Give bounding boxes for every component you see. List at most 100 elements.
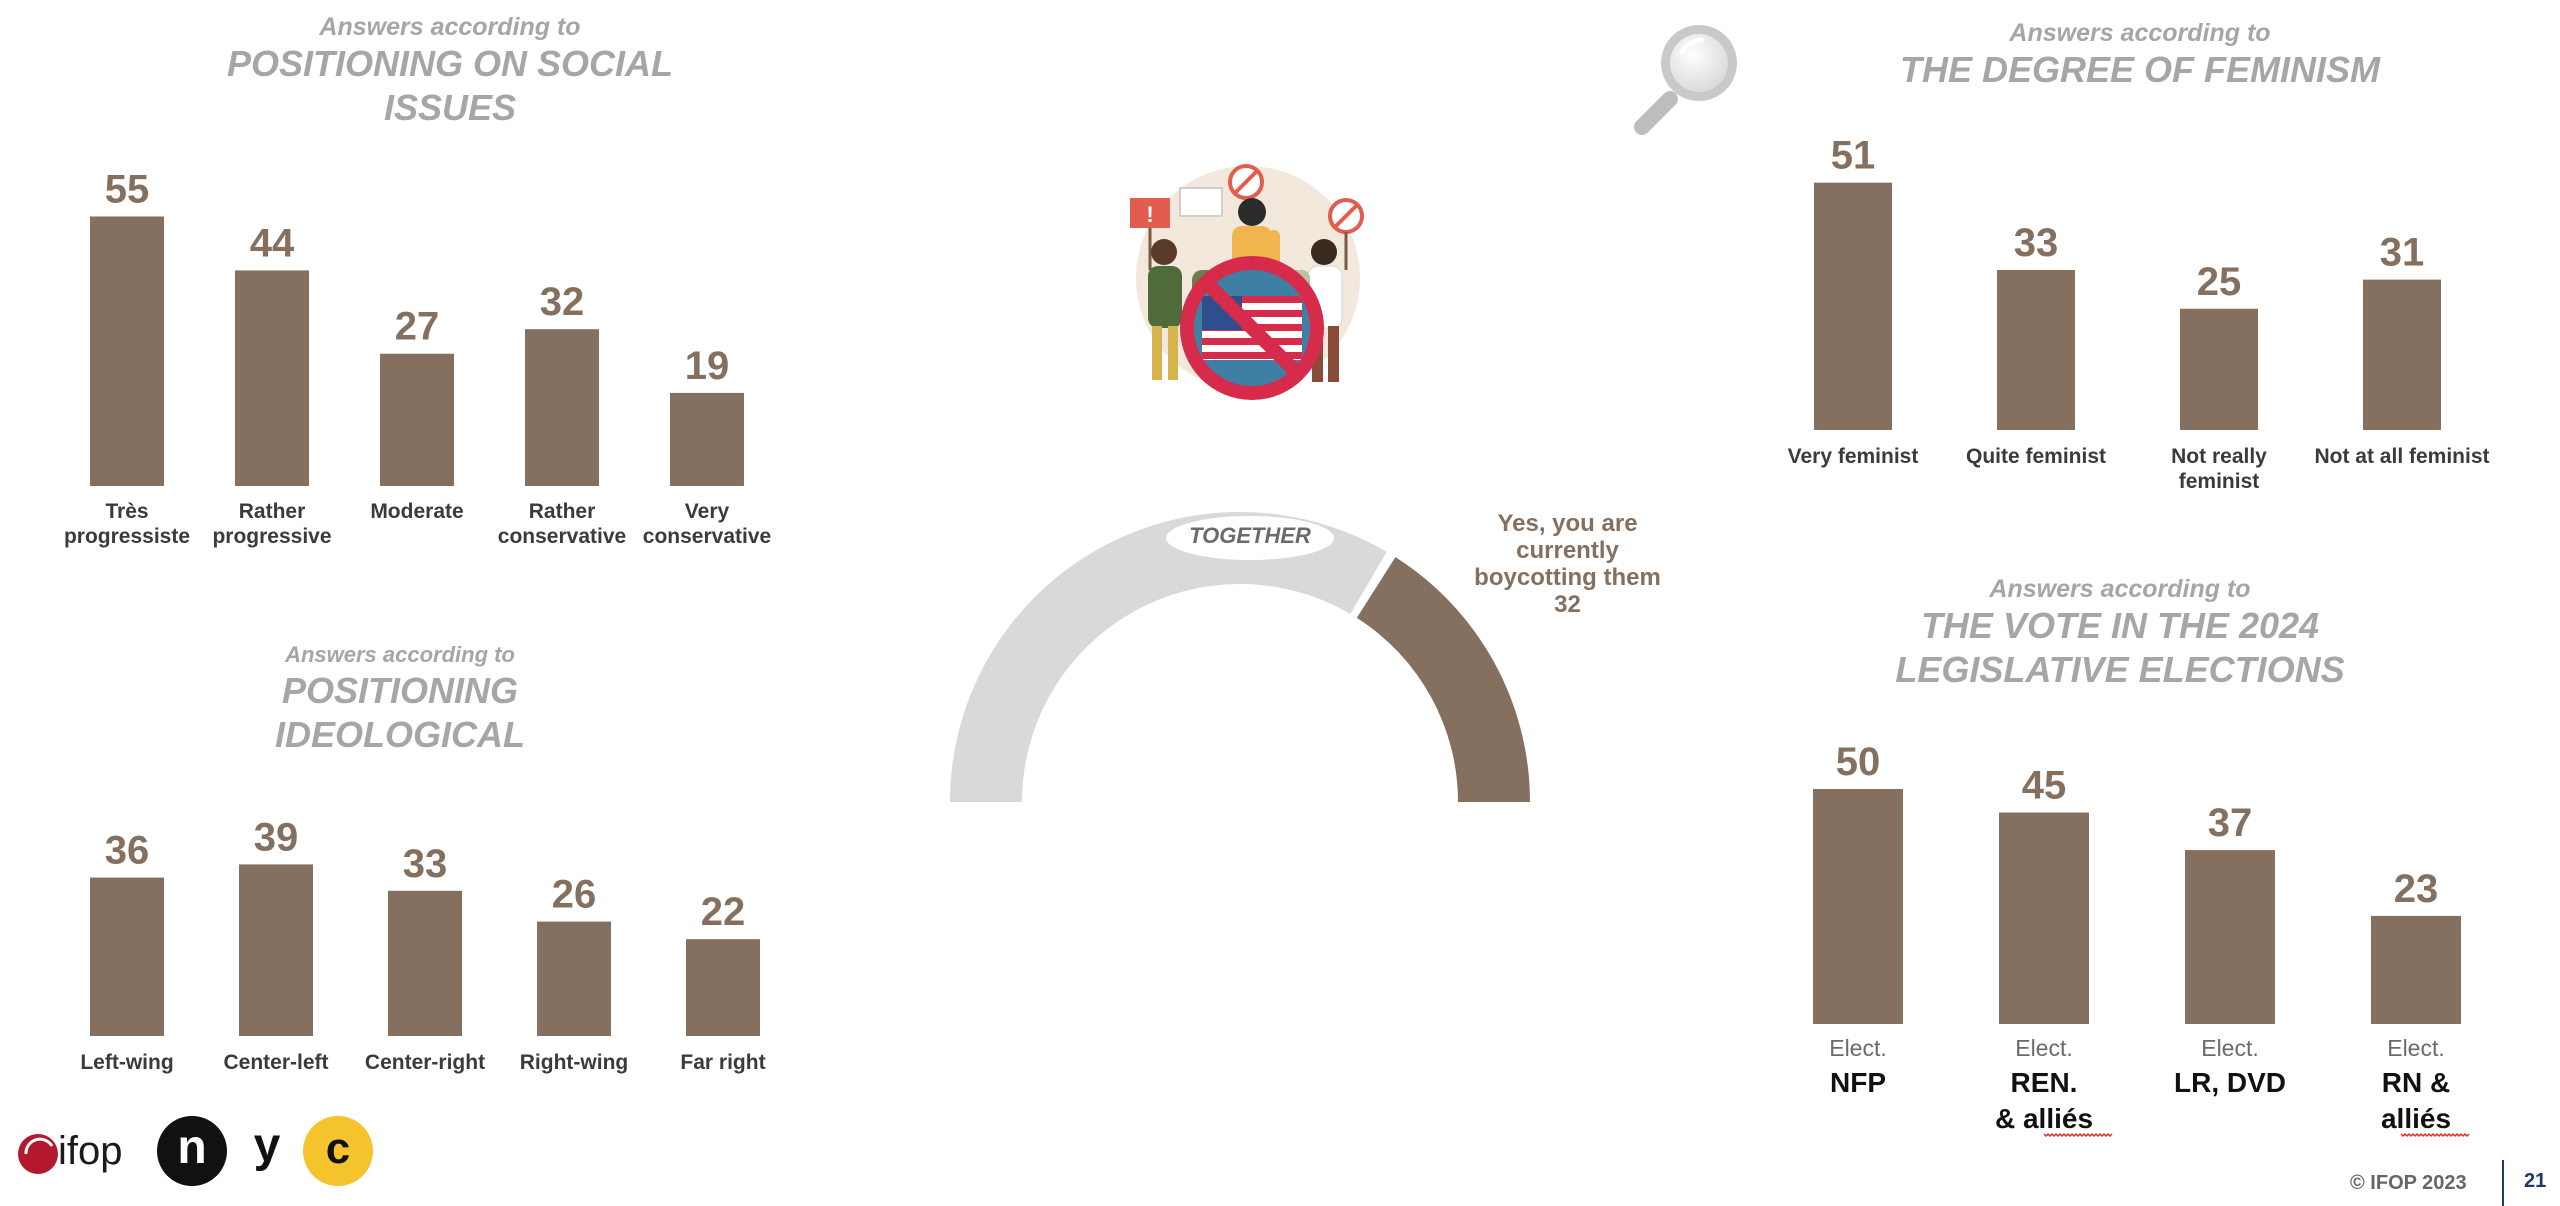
together-pill (1166, 516, 1334, 560)
social-caption-title-line2: ISSUES (383, 87, 517, 128)
vote-caption-title-line2: LEGISLATIVE ELECTIONS (1895, 649, 2345, 690)
ifop-logo-text: ifop (58, 1129, 123, 1173)
feminism-bar-3 (2363, 279, 2441, 430)
vote-value-label-3: 23 (2394, 867, 2439, 911)
y-logo: y (232, 1116, 302, 1186)
vote-category-main-1-1: & alliés (1995, 1103, 2093, 1134)
ideological-category-label-2-0: Center-right (365, 1051, 485, 1074)
ideological-caption-sub: Answers according to (285, 642, 515, 667)
page-number: 21 (2524, 1170, 2547, 1192)
footer-divider (2502, 1160, 2504, 1206)
ideological-caption-title-line2: IDEOLOGICAL (275, 714, 525, 755)
ideological-bar-chart: 36 Left-wing 39 Center-left 33 Center-right 26… (80, 815, 765, 1074)
ideological-caption: Answers according to POSITIONING IDEOLOG… (150, 641, 650, 757)
vote-category-main-3-0: RN & (2382, 1067, 2450, 1098)
social-caption-title-line1: POSITIONING ON SOCIAL (226, 43, 674, 84)
ideological-value-label-4: 22 (701, 890, 746, 934)
ifop-logo: ifop (18, 1129, 123, 1174)
c-logo-text: c (325, 1124, 351, 1173)
gauge-value-arc (1356, 557, 1530, 802)
feminism-bar-0 (1814, 182, 1892, 430)
ideological-bar-3 (537, 921, 611, 1036)
vote-category-sub-0: Elect. (1829, 1035, 1887, 1061)
n-logo-text: n (177, 1121, 207, 1174)
ideological-category-label-0-0: Left-wing (80, 1051, 173, 1074)
social-caption-sub: Answers according to (319, 13, 581, 41)
social-category-label-4-1: conservative (643, 525, 771, 548)
social-value-label-1: 44 (250, 221, 295, 265)
ideological-bar-0 (90, 877, 164, 1036)
ideological-bar-1 (239, 864, 313, 1036)
vote-bar-2 (2185, 850, 2275, 1024)
social-value-label-0: 55 (105, 168, 150, 212)
vote-value-label-1: 45 (2022, 764, 2067, 808)
ideological-value-label-0: 36 (105, 829, 150, 873)
social-bar-4 (670, 392, 744, 486)
social-category-label-1-1: progressive (212, 525, 331, 548)
vote-category-main-2-0: LR, DVD (2174, 1067, 2286, 1098)
vote-bar-0 (1813, 789, 1903, 1024)
spellcheck-underline (2400, 1132, 2470, 1138)
vote-category-main-0-0: NFP (1830, 1067, 1886, 1098)
social-value-label-4: 19 (685, 344, 730, 388)
gauge-track (950, 511, 1387, 802)
ideological-value-label-3: 26 (552, 873, 597, 917)
feminism-value-label-2: 25 (2197, 260, 2242, 304)
feminism-category-label-2-1: feminist (2179, 470, 2260, 493)
boycott-callout: Yes, you are currently boycotting them 3… (1450, 510, 1685, 618)
vote-category-sub-2: Elect. (2201, 1035, 2259, 1061)
feminism-bar-2 (2180, 308, 2258, 430)
feminism-value-label-1: 33 (2014, 221, 2059, 265)
callout-value: 32 (1554, 591, 1581, 618)
feminism-category-label-1-0: Quite feminist (1966, 445, 2106, 468)
feminism-value-label-0: 51 (1831, 134, 1876, 178)
callout-line-3: boycotting them (1474, 564, 1661, 591)
ideological-category-label-1-0: Center-left (223, 1051, 328, 1074)
social-category-label-1-0: Rather (239, 500, 306, 523)
vote-caption-sub: Answers according to (1989, 575, 2251, 603)
spellcheck-underline (2043, 1132, 2113, 1138)
social-bar-0 (90, 216, 164, 486)
feminism-caption-sub: Answers according to (2009, 19, 2271, 47)
social-category-label-3-1: conservative (498, 525, 626, 548)
n-logo: n (157, 1116, 227, 1186)
ideological-category-label-3-0: Right-wing (520, 1051, 628, 1074)
feminism-caption-title-line1: THE DEGREE OF FEMINISM (1899, 49, 2381, 90)
protest-boycott-usa-illustration: ! (1130, 164, 1364, 400)
ideological-value-label-1: 39 (254, 815, 299, 859)
vote-category-sub-3: Elect. (2387, 1035, 2445, 1061)
ideological-category-label-4-0: Far right (680, 1051, 765, 1074)
social-issues-bar-chart: 55Trèsprogressiste44Ratherprogressive27M… (64, 168, 771, 549)
vote-value-label-0: 50 (1836, 740, 1881, 784)
feminism-category-label-0-0: Very feminist (1788, 445, 1919, 468)
magnifier-icon (1634, 25, 1737, 135)
vote-caption: Answers according to THE VOTE IN THE 202… (1760, 574, 2480, 692)
feminism-category-label-2-0: Not really (2171, 445, 2267, 468)
ideological-bar-2 (388, 890, 462, 1036)
ideological-value-label-2: 33 (403, 842, 448, 886)
vote-bar-1 (1999, 812, 2089, 1024)
social-bar-1 (235, 270, 309, 486)
copyright: © IFOP 2023 (2350, 1172, 2467, 1194)
ideological-bar-4 (686, 939, 760, 1036)
social-category-label-3-0: Rather (529, 500, 596, 523)
feminism-category-label-3-0: Not at all feminist (2314, 445, 2489, 468)
vote-caption-title-line1: THE VOTE IN THE 2024 (1920, 605, 2320, 646)
social-value-label-2: 27 (395, 305, 440, 349)
vote-category-sub-1: Elect. (2015, 1035, 2073, 1061)
social-bar-2 (380, 353, 454, 486)
feminism-value-label-3: 31 (2380, 231, 2425, 275)
feminism-bar-chart: 51 Very feminist 33 Quite feminist 25 Not rea… (1788, 134, 2490, 493)
c-logo: c (303, 1116, 373, 1186)
callout-line-1: Yes, you are (1497, 510, 1638, 537)
svg-text:!: ! (1146, 202, 1153, 227)
social-bar-3 (525, 329, 599, 486)
social-category-label-2-0: Moderate (370, 500, 463, 523)
boycott-gauge (950, 511, 1530, 802)
ideological-caption-title-line1: POSITIONING (281, 670, 519, 711)
together-label: TOGETHER (1189, 523, 1311, 548)
vote-bar-3 (2371, 915, 2461, 1024)
feminism-caption: Answers according to THE DEGREE OF FEMIN… (1780, 18, 2500, 92)
social-category-label-4-0: Very (685, 500, 730, 523)
